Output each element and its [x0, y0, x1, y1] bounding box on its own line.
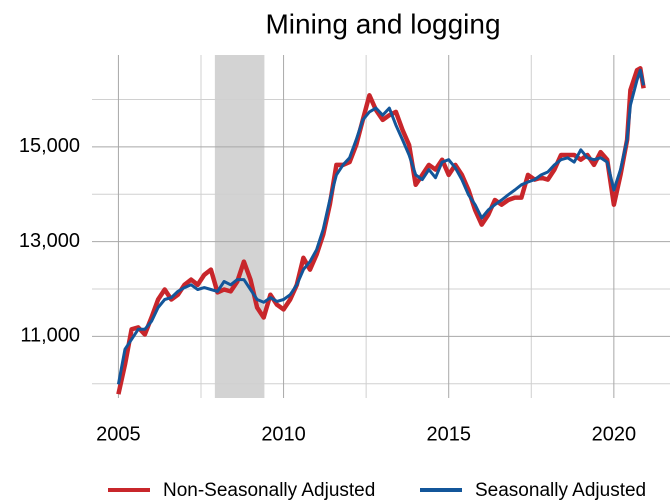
recession-shade [214, 55, 265, 398]
x-tick-label: 2010 [261, 423, 306, 445]
x-tick-label: 2015 [426, 423, 471, 445]
x-tick-label: 2020 [592, 423, 637, 445]
y-tick-label: 11,000 [20, 325, 80, 347]
y-tick-label: 15,000 [19, 135, 80, 157]
legend-label: Non-Seasonally Adjusted [163, 480, 375, 501]
series-line [116, 68, 646, 385]
series-line [116, 66, 646, 395]
plot-background [92, 55, 670, 398]
y-tick-label: 13,000 [19, 230, 80, 252]
x-tick-label: 2005 [96, 423, 141, 445]
plot-lines [116, 66, 646, 395]
labels: 11,000 13,000 15,000 2005 2010 2015 2020 Non-Se… [19, 135, 646, 501]
chart-title: Mining and logging [265, 8, 500, 39]
legend-label: Seasonally Adjusted [475, 480, 646, 501]
